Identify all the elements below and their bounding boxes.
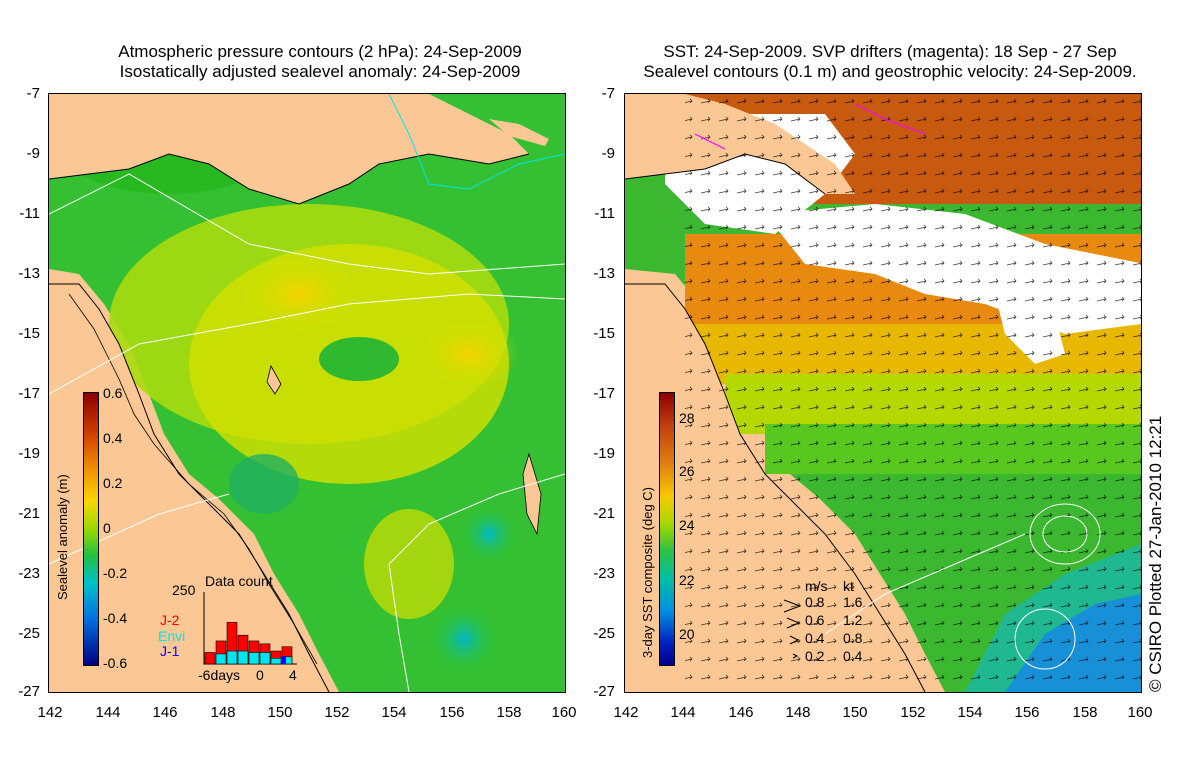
legend-j1: J-1 <box>160 643 180 659</box>
lon-tick: 150 <box>842 704 868 721</box>
lat-tick: -7 <box>26 85 40 102</box>
lon-tick: 156 <box>1014 704 1040 721</box>
velocity-header-kt: kt <box>843 578 854 594</box>
left-title-line1: Atmospheric pressure contours (2 hPa): 2… <box>118 42 522 61</box>
sst-cb-tick: 28 <box>679 410 695 426</box>
velocity-arrow-icons <box>783 599 802 659</box>
sla-cb-tick: -0.2 <box>103 565 128 581</box>
legend-envi: Envi <box>158 628 186 644</box>
histogram-bar-j2 <box>204 652 216 665</box>
lon-tick: 142 <box>613 704 639 721</box>
histogram-bar-j1 <box>282 656 286 664</box>
sla-cb-tick: 0.4 <box>103 430 123 446</box>
lon-tick: 144 <box>670 704 696 721</box>
lat-tick: -21 <box>18 505 40 522</box>
lon-tick: 142 <box>37 704 63 721</box>
lat-tick: -15 <box>18 325 40 342</box>
legend-j2: J-2 <box>160 612 180 628</box>
velocity-ms: 0.8 <box>805 594 825 610</box>
left-title-line2: Isostatically adjusted sealevel anomaly:… <box>119 62 521 81</box>
sst-map <box>624 93 1142 693</box>
velocity-kt: 1.6 <box>843 594 863 610</box>
lon-tick: 160 <box>1127 704 1153 721</box>
data-count-xlabel: 4 <box>289 667 297 683</box>
lat-tick: -9 <box>601 145 615 162</box>
lat-tick: -27 <box>18 683 40 700</box>
sst-colorbar-label: 3-day SST composite (deg C) <box>640 487 655 658</box>
data-count-histogram <box>203 592 297 665</box>
data-count-ymax: 250 <box>172 582 196 598</box>
right-title-line2: Sealevel contours (0.1 m) and geostrophi… <box>643 62 1137 81</box>
lon-tick: 148 <box>785 704 811 721</box>
sla-map <box>48 93 566 693</box>
lon-tick: 158 <box>1072 704 1098 721</box>
lat-tick: -13 <box>593 265 615 282</box>
lon-tick: 144 <box>95 704 121 721</box>
lon-tick: 158 <box>496 704 522 721</box>
sla-colorbar <box>83 392 99 666</box>
sst-cb-tick: 20 <box>679 626 695 642</box>
lat-tick: -17 <box>593 385 615 402</box>
sla-cb-tick: -0.6 <box>103 655 128 671</box>
sst-cb-tick: 24 <box>679 517 695 533</box>
lon-tick: 146 <box>728 704 754 721</box>
lon-tick: 156 <box>439 704 465 721</box>
data-count-xlabel: 0 <box>256 667 264 683</box>
histogram-bar-envi <box>259 652 271 665</box>
velocity-kt: 0.4 <box>843 648 863 664</box>
lon-tick: 152 <box>324 704 350 721</box>
data-count-xlabel: -6days <box>198 667 241 683</box>
lat-tick: -21 <box>593 505 615 522</box>
sla-cb-tick: 0.6 <box>103 385 123 401</box>
lat-tick: -7 <box>601 85 615 102</box>
sla-map-graphic <box>49 94 565 692</box>
right-title-line1: SST: 24-Sep-2009. SVP drifters (magenta)… <box>663 42 1117 61</box>
histogram-bar-envi <box>215 653 227 665</box>
lat-tick: -23 <box>18 565 40 582</box>
lon-tick: 160 <box>551 704 577 721</box>
histogram-bar-envi <box>248 652 260 665</box>
lon-tick: 152 <box>900 704 926 721</box>
histogram-bar-envi <box>237 650 249 665</box>
lon-tick: 154 <box>381 704 407 721</box>
lon-tick: 154 <box>957 704 983 721</box>
sst-cb-tick: 26 <box>679 463 695 479</box>
data-count-title: Data count <box>205 573 273 589</box>
histogram-bar-envi <box>226 650 238 665</box>
sst-map-graphic <box>625 94 1141 692</box>
lat-tick: -27 <box>593 683 615 700</box>
lat-tick: -25 <box>18 625 40 642</box>
credit-text: © CSIRO Plotted 27-Jan-2010 12:21 <box>1146 415 1165 692</box>
lat-tick: -11 <box>594 205 615 222</box>
sla-cb-tick: -0.4 <box>103 610 128 626</box>
velocity-kt: 0.8 <box>843 630 863 646</box>
sla-colorbar-label: Sealevel anomaly (m) <box>55 474 70 600</box>
lon-tick: 146 <box>152 704 178 721</box>
lat-tick: -9 <box>26 145 40 162</box>
lon-tick: 150 <box>267 704 293 721</box>
velocity-ms: 0.4 <box>805 630 825 646</box>
velocity-ms: 0.6 <box>805 612 825 628</box>
lat-tick: -25 <box>593 625 615 642</box>
lat-tick: -19 <box>18 445 40 462</box>
velocity-header-ms: m/s <box>805 578 828 594</box>
lat-tick: -15 <box>593 325 615 342</box>
lat-tick: -11 <box>19 205 40 222</box>
sla-cb-tick: 0 <box>103 520 111 536</box>
sla-new-guinea <box>49 94 529 204</box>
velocity-kt: 1.2 <box>843 612 863 628</box>
velocity-ms: 0.2 <box>805 648 825 664</box>
sla-cb-tick: 0.2 <box>103 475 123 491</box>
lat-tick: -23 <box>593 565 615 582</box>
sla-australia <box>49 284 329 692</box>
sst-cb-tick: 22 <box>679 572 695 588</box>
sst-colorbar <box>659 392 675 666</box>
lat-tick: -13 <box>18 265 40 282</box>
lon-tick: 148 <box>210 704 236 721</box>
histogram-bar-envi <box>270 657 282 665</box>
lat-tick: -19 <box>593 445 615 462</box>
lat-tick: -17 <box>18 385 40 402</box>
